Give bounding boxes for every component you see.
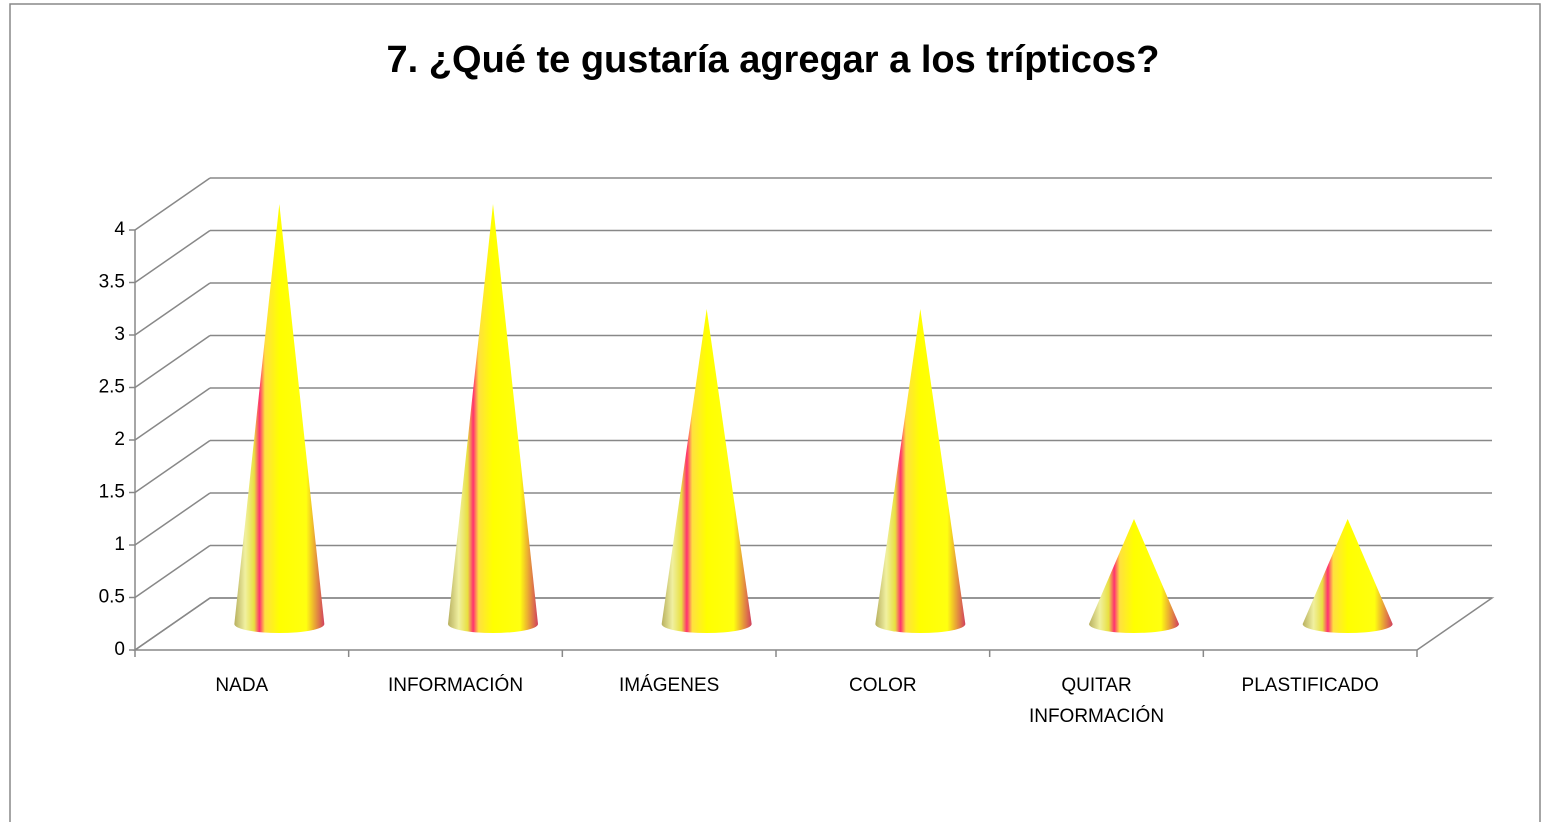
x-tick-label: NADA	[215, 675, 268, 696]
y-tick-label: 3.5	[99, 272, 125, 293]
cone	[1302, 519, 1393, 633]
grid-line	[134, 544, 211, 599]
grid-line	[134, 597, 211, 651]
x-tick-label: COLOR	[849, 675, 917, 696]
grid-line	[134, 282, 211, 336]
chart-frame	[9, 3, 1541, 822]
y-tick-label: 1	[114, 534, 125, 555]
x-tick-label: PLASTIFICADO	[1242, 675, 1379, 696]
y-tick-label: 2.5	[99, 377, 125, 398]
y-tick-label: 0.5	[99, 587, 125, 608]
y-tick-label: 4	[114, 219, 125, 240]
x-tick-label: QUITAR INFORMACIÓN	[1029, 675, 1164, 727]
grid-line	[134, 492, 211, 546]
x-tick-label: IMÁGENES	[619, 675, 719, 696]
grid-line	[134, 334, 211, 389]
cone	[661, 309, 752, 633]
cone	[1089, 519, 1179, 633]
x-tick-label: INFORMACIÓN	[388, 674, 523, 696]
cone	[448, 204, 538, 633]
cone	[875, 309, 966, 633]
y-tick-label: 1.5	[99, 482, 125, 503]
grid-line	[134, 177, 211, 231]
grid-line	[134, 229, 211, 284]
y-tick-label: 2	[114, 429, 125, 450]
chart-title: 7. ¿Qué te gustaría agregar a los trípti…	[387, 39, 1160, 81]
grid-line	[134, 387, 211, 441]
grid-line	[134, 439, 211, 494]
y-tick-label: 0	[114, 639, 125, 660]
y-tick-label: 3	[114, 324, 125, 345]
cone	[234, 204, 325, 633]
